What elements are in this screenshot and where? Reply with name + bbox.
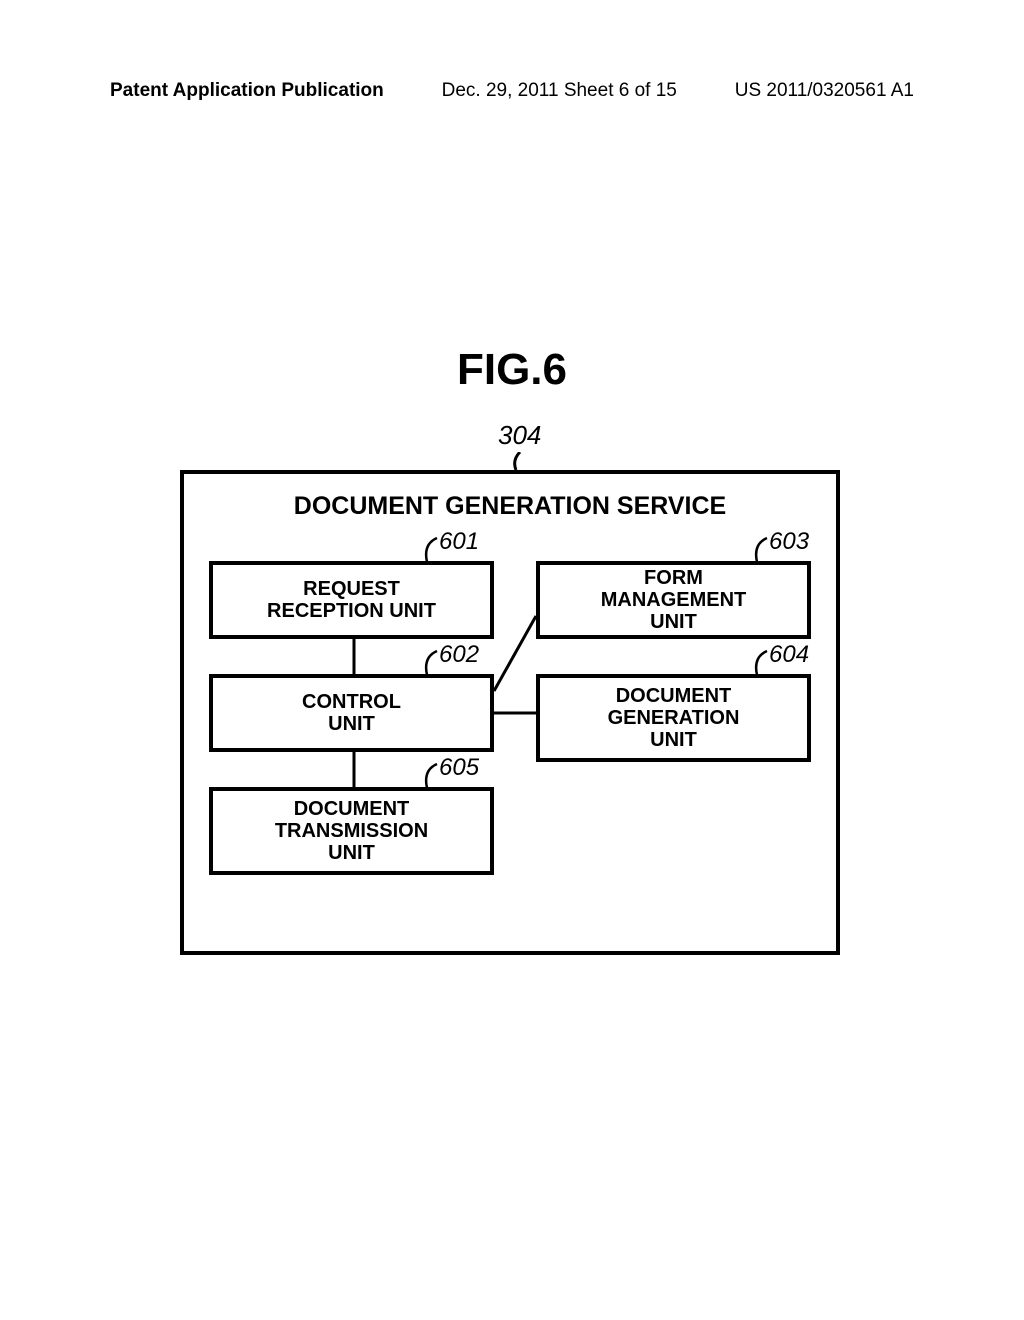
ref-602-leader [421,647,441,675]
ref-601-leader [421,534,441,562]
diagram-area: 601 602 605 603 604 REQUESTRECEPTION UNI… [209,536,811,936]
box-604-label: DOCUMENTGENERATIONUNIT [608,685,740,751]
ref-604: 604 [769,641,809,669]
ref-603: 603 [769,528,809,556]
header-publication: Patent Application Publication [110,80,384,102]
figure-title: FIG.6 [457,345,567,395]
ref-604-leader [751,647,771,675]
document-transmission-unit: DOCUMENTTRANSMISSIONUNIT [209,787,494,875]
request-reception-unit: REQUESTRECEPTION UNIT [209,561,494,639]
box-601-label: REQUESTRECEPTION UNIT [267,578,436,622]
ref-605-leader [421,760,441,788]
header-date-sheet: Dec. 29, 2011 Sheet 6 of 15 [442,80,677,102]
document-generation-service-box: DOCUMENT GENERATION SERVICE 601 602 605 … [180,470,840,955]
ref-605: 605 [439,754,479,782]
document-generation-unit: DOCUMENTGENERATIONUNIT [536,674,811,762]
form-management-unit: FORMMANAGEMENTUNIT [536,561,811,639]
box-602-label: CONTROLUNIT [302,691,401,735]
box-603-label: FORMMANAGEMENTUNIT [601,567,747,633]
control-unit: CONTROLUNIT [209,674,494,752]
box-605-label: DOCUMENTTRANSMISSIONUNIT [275,798,428,864]
main-box-label: DOCUMENT GENERATION SERVICE [209,492,811,521]
ref-602: 602 [439,641,479,669]
ref-603-leader [751,534,771,562]
ref-601: 601 [439,528,479,556]
ref-304: 304 [498,420,541,451]
header-patent-number: US 2011/0320561 A1 [735,80,914,102]
